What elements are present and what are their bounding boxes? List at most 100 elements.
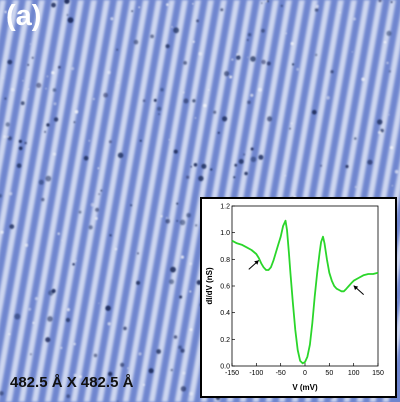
bright-speckle	[166, 3, 169, 6]
bright-stripe	[83, 0, 162, 402]
bright-speckle	[207, 89, 210, 91]
dark-speckle	[0, 194, 2, 198]
bright-speckle	[229, 75, 233, 79]
dark-speckle	[7, 59, 13, 65]
bright-speckle	[110, 17, 114, 21]
y-tick-label: 0.6	[220, 284, 230, 291]
bright-speckle	[138, 6, 141, 9]
bright-speckle	[8, 333, 11, 336]
dark-speckle	[29, 353, 32, 356]
dark-speckle	[38, 179, 44, 185]
dark-speckle	[380, 128, 384, 133]
dark-speckle	[9, 224, 15, 230]
bright-stripe	[109, 0, 188, 402]
bright-speckle	[351, 51, 353, 53]
dark-speckle	[390, 1, 393, 4]
dark-speckle	[36, 82, 42, 88]
dark-speckle	[89, 378, 93, 382]
dark-speckle	[261, 2, 263, 4]
dark-speckle	[65, 317, 71, 323]
bright-speckle	[7, 135, 9, 138]
bright-speckle	[236, 53, 239, 56]
dark-speckle	[31, 56, 34, 59]
dark-speckle	[45, 337, 51, 343]
bright-speckle	[45, 87, 47, 90]
dark-speckle	[117, 152, 124, 159]
dark-speckle	[314, 8, 319, 12]
bright-speckle	[24, 243, 29, 247]
bright-speckle	[74, 259, 77, 262]
y-tick-label: 1.2	[220, 204, 230, 211]
dark-speckle	[280, 4, 283, 7]
dark-speckle	[103, 92, 108, 98]
dark-speckle	[388, 70, 391, 73]
dark-speckle	[210, 168, 213, 171]
x-axis-ticks: -150 -100 -50 0 50 100 150	[225, 363, 384, 377]
bright-speckle	[383, 41, 387, 44]
bright-speckle	[189, 328, 193, 331]
bright-speckle	[264, 0, 268, 3]
dark-speckle	[176, 220, 178, 222]
bright-speckle	[339, 11, 341, 14]
bright-speckle	[250, 93, 254, 97]
bright-speckle	[182, 371, 186, 375]
bright-speckle	[107, 70, 111, 75]
dark-speckle	[105, 383, 108, 386]
y-axis-ticks: 0.0 0.2 0.4 0.6 0.8 1.0 1.2	[220, 204, 235, 371]
bright-speckle	[117, 82, 119, 84]
spectrum-chart: -150 -100 -50 0 50 100 150 0.0 0.2 0.4 0.6 0.8 1.0 1…	[205, 204, 384, 393]
bright-speckle	[73, 342, 76, 346]
bright-speckle	[2, 77, 4, 79]
dark-speckle	[378, 0, 382, 3]
bright-speckle	[354, 185, 357, 189]
dark-speckle	[186, 175, 190, 179]
dark-speckle	[238, 159, 244, 164]
dark-speckle	[153, 98, 157, 102]
dark-speckle	[186, 213, 191, 218]
bright-speckle	[57, 232, 60, 235]
bright-speckle	[165, 216, 168, 219]
y-tick-label: 1.0	[220, 230, 230, 237]
dark-speckle	[93, 353, 98, 358]
dark-speckle	[4, 97, 7, 100]
dark-speckle	[234, 163, 238, 167]
bright-speckle	[73, 373, 77, 377]
dark-speckle	[44, 130, 47, 133]
y-tick-label: 0.0	[220, 364, 230, 371]
arrow-head	[254, 260, 259, 265]
bright-speckle	[189, 262, 192, 266]
dark-speckle	[133, 39, 139, 45]
dark-speckle	[213, 110, 217, 114]
dark-speckle	[116, 48, 119, 51]
dark-speckle	[320, 164, 322, 167]
bright-speckle	[168, 139, 170, 141]
dark-speckle	[73, 121, 76, 124]
dark-speckle	[367, 159, 373, 165]
dark-speckle	[315, 53, 318, 57]
dark-speckle	[250, 147, 254, 151]
bright-stripe	[5, 0, 85, 402]
bright-speckle	[34, 297, 39, 301]
dark-speckle	[261, 59, 266, 65]
dark-speckle	[165, 44, 170, 49]
bright-speckle	[290, 122, 293, 125]
bright-stripe	[0, 0, 19, 106]
dark-speckle	[196, 19, 200, 23]
dark-speckle	[222, 116, 228, 122]
dark-speckle	[224, 71, 230, 77]
dark-speckle	[105, 305, 111, 311]
bright-speckle	[284, 174, 287, 177]
dark-speckle	[247, 33, 252, 37]
bright-speckle	[51, 71, 55, 75]
dark-speckle	[246, 39, 249, 41]
dark-speckle	[131, 10, 134, 13]
bright-speckle	[285, 32, 287, 35]
dark-speckle	[108, 140, 112, 144]
y-axis-title: dI/dV (nS)	[205, 267, 214, 305]
bright-speckle	[315, 4, 319, 8]
dark-speckle	[100, 189, 103, 192]
dark-speckle	[98, 193, 101, 196]
dark-speckle	[345, 164, 349, 169]
dark-speckle	[130, 204, 133, 207]
